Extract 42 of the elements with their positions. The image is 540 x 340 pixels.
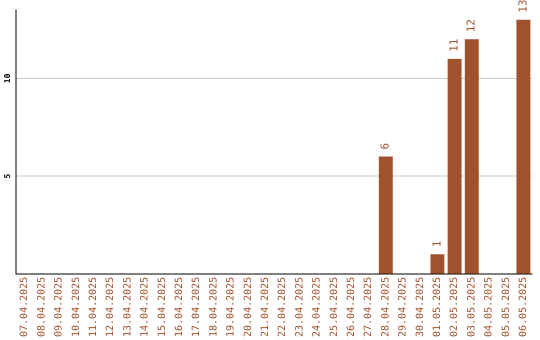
- bar: [430, 254, 444, 274]
- data-label: 11: [447, 38, 460, 52]
- x-tick-label: 06.05.2025: [518, 276, 529, 338]
- bar: [448, 58, 462, 274]
- x-tick-label: 02.05.2025: [449, 276, 460, 338]
- x-tick-label: 12.04.2025: [105, 276, 116, 338]
- data-label: 1: [430, 240, 444, 248]
- x-tick-label: 26.04.2025: [346, 276, 357, 338]
- x-tick-label: 03.05.2025: [466, 276, 478, 338]
- y-tick-label: 5: [3, 174, 12, 179]
- x-tick-label: 15.04.2025: [156, 276, 168, 338]
- y-tick-label: 10: [3, 73, 12, 84]
- x-tick-label: 27.04.2025: [363, 276, 374, 338]
- x-tick-label: 13.04.2025: [122, 276, 134, 338]
- x-tick-label: 23.04.2025: [294, 276, 306, 338]
- x-tick-label: 04.05.2025: [484, 276, 495, 338]
- x-tick-label: 18.04.2025: [208, 276, 220, 338]
- x-tick-label: 30.04.2025: [414, 276, 426, 338]
- x-tick-label: 21.04.2025: [260, 276, 271, 338]
- x-tick-label: 05.05.2025: [500, 276, 512, 338]
- x-tick-label: 10.04.2025: [70, 276, 82, 338]
- bar: [464, 39, 479, 274]
- bar: [516, 20, 530, 274]
- data-label: 12: [464, 19, 478, 32]
- x-tick-label: 29.04.2025: [398, 276, 409, 338]
- x-tick-label: 11.04.2025: [88, 276, 99, 338]
- x-tick-label: 14.04.2025: [140, 276, 151, 338]
- x-tick-label: 25.04.2025: [328, 276, 340, 338]
- data-label: 13: [516, 0, 530, 13]
- x-tick-label: 24.04.2025: [312, 276, 323, 338]
- bar: [378, 156, 393, 274]
- x-tick-label: 07.04.2025: [19, 276, 30, 338]
- x-tick-label: 19.04.2025: [226, 276, 237, 338]
- x-tick-label: 09.04.2025: [54, 276, 65, 338]
- x-tick-label: 08.04.2025: [36, 276, 48, 338]
- x-tick-label: 16.04.2025: [174, 276, 185, 338]
- x-tick-label: 20.04.2025: [242, 276, 254, 338]
- x-tick-label: 17.04.2025: [191, 276, 202, 338]
- x-tick-label: 01.05.2025: [432, 276, 443, 338]
- x-tick-label: 22.04.2025: [277, 276, 288, 338]
- x-tick-label: 28.04.2025: [380, 276, 392, 338]
- data-label: 6: [378, 142, 392, 150]
